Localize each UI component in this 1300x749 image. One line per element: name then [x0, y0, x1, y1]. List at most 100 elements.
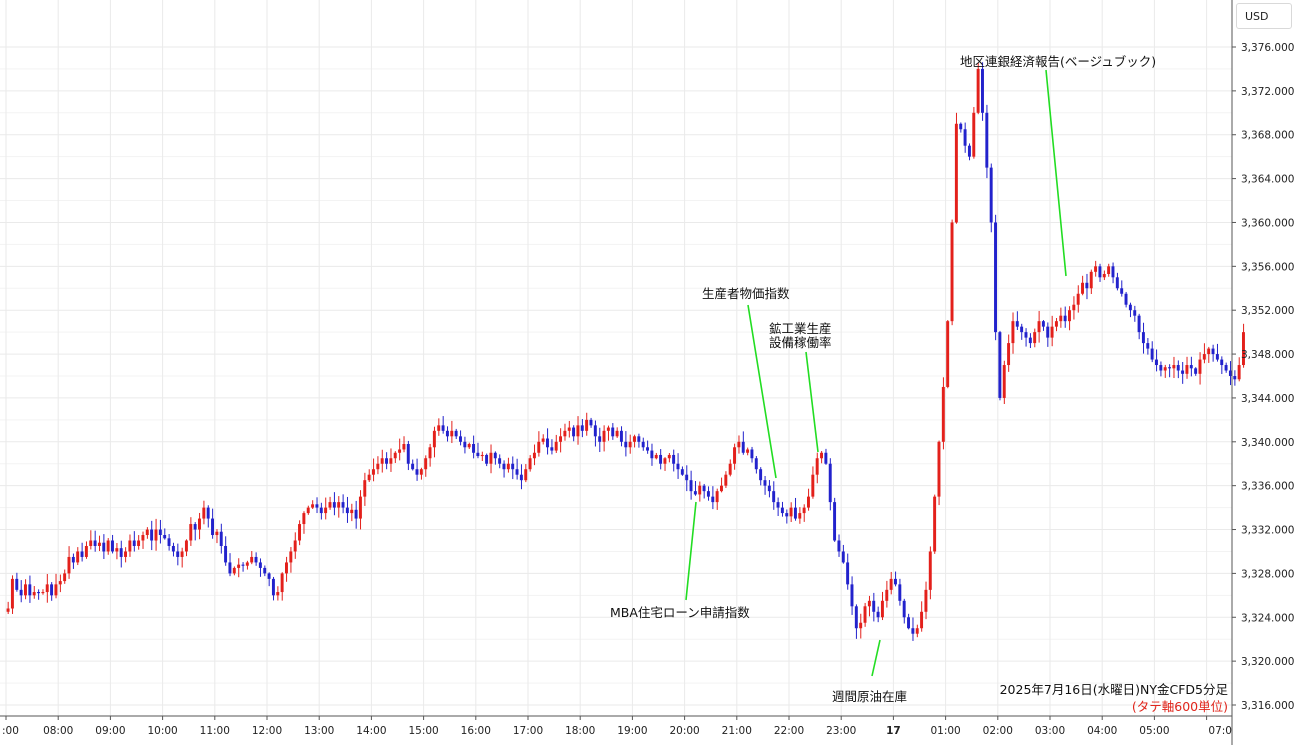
candle-body [1028, 337, 1032, 344]
candle-body [898, 584, 902, 601]
candle-body [989, 167, 993, 223]
candle-body [102, 542, 106, 552]
candle-body [967, 145, 971, 157]
candle-body [441, 425, 445, 431]
candle-body [1194, 368, 1198, 374]
candle-body [489, 452, 493, 464]
candle-body [693, 491, 697, 495]
candle-body [1120, 288, 1124, 294]
candle-body [667, 454, 671, 459]
candle-body [876, 611, 880, 618]
candle-body [1068, 310, 1071, 322]
candle-body [615, 430, 619, 437]
candle-body [76, 551, 80, 563]
candle-body [641, 441, 645, 448]
candle-body [1237, 365, 1241, 380]
candle-body [354, 509, 358, 519]
candle-body [398, 449, 402, 453]
candle-body [624, 441, 628, 448]
candle-body [885, 589, 889, 601]
candle-body [524, 469, 528, 481]
candle-body [598, 436, 602, 442]
candle-body [659, 454, 663, 464]
currency-button[interactable]: USD [1236, 3, 1292, 29]
candle-body [711, 496, 715, 503]
candle-body [50, 584, 54, 596]
candle-body [367, 474, 371, 481]
y-tick-label: 3,352.000 [1241, 305, 1294, 317]
candle-body [941, 386, 945, 442]
candle-body [789, 507, 793, 517]
x-tick-label: 11:00 [200, 725, 230, 737]
candle-body [1185, 365, 1189, 374]
candle-body [733, 447, 736, 464]
candle-body [728, 463, 732, 475]
candle-body [576, 425, 580, 437]
event-pointer-line [805, 351, 819, 453]
candle-body [241, 564, 245, 566]
candle-body [1146, 343, 1150, 349]
candle-body [1202, 354, 1206, 360]
candle-body [1102, 274, 1106, 278]
candle-body [637, 436, 641, 442]
candle-body [271, 578, 275, 596]
candle-body [402, 443, 406, 450]
candle-body [141, 535, 145, 541]
candle-body [237, 564, 241, 568]
y-tick-label: 3,340.000 [1241, 437, 1294, 449]
candle-body [1233, 376, 1237, 380]
candle-body [724, 474, 728, 486]
candle-body [158, 529, 162, 536]
candle-body [1094, 266, 1098, 272]
candle-body [215, 531, 219, 536]
candle-body [515, 469, 519, 475]
y-tick-label: 3,316.000 [1241, 700, 1294, 712]
candle-body [754, 458, 758, 470]
candle-body [184, 540, 188, 552]
candle-body [1107, 266, 1111, 275]
candles [6, 62, 1245, 641]
candle-body [337, 502, 341, 508]
candle-body [58, 581, 62, 585]
candle-body [763, 480, 767, 486]
y-tick-label: 3,344.000 [1241, 393, 1294, 405]
x-tick-label: 13:00 [304, 725, 334, 737]
candle-body [298, 524, 301, 541]
candle-body [406, 443, 410, 464]
x-tick-label: 10:00 [147, 725, 177, 737]
candle-body [389, 458, 393, 464]
candle-body [1181, 370, 1185, 374]
candle-body [432, 430, 436, 448]
event-label-mba-mortgage: MBA住宅ローン申請指数 [610, 605, 750, 620]
candle-body [828, 463, 832, 503]
candle-body [467, 443, 471, 448]
event-label-crude-inventory: 週間原油在庫 [832, 689, 908, 704]
chart-caption: 2025年7月16日(水曜日)NY金CFD5分足 (タテ軸600単位) [1000, 681, 1228, 715]
candle-body [1159, 365, 1163, 371]
candle-body [276, 592, 280, 596]
x-tick-label: 20:00 [669, 725, 699, 737]
candle-body [1007, 343, 1011, 366]
candle-body [933, 496, 937, 552]
candle-body [1141, 332, 1145, 344]
candle-body [459, 436, 462, 442]
candle-body [793, 507, 797, 519]
candle-body [554, 441, 558, 451]
candle-body [946, 321, 950, 387]
candle-body [1024, 332, 1028, 338]
candle-body [920, 611, 924, 629]
y-tick-label: 3,328.000 [1241, 568, 1294, 580]
candle-body [232, 567, 236, 574]
candle-body [28, 584, 32, 596]
candle-body [411, 463, 415, 470]
candle-body [820, 452, 823, 459]
candle-body [319, 507, 323, 514]
event-pointer-line [1045, 69, 1067, 277]
candle-body [1033, 332, 1037, 344]
candle-body [619, 430, 623, 442]
candle-body [111, 540, 114, 552]
candle-body [97, 542, 101, 546]
candle-body [902, 600, 906, 618]
